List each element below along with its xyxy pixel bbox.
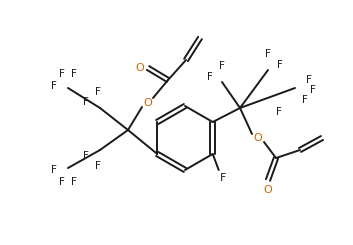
Text: F: F — [219, 61, 225, 71]
Text: F: F — [310, 85, 316, 95]
Text: F: F — [277, 60, 283, 70]
Text: O: O — [253, 133, 262, 143]
Text: F: F — [71, 69, 77, 79]
Text: F: F — [83, 151, 89, 161]
Text: O: O — [264, 185, 273, 195]
Text: F: F — [207, 72, 213, 82]
Text: F: F — [59, 69, 65, 79]
Text: F: F — [306, 75, 312, 85]
Text: O: O — [136, 63, 144, 73]
Text: F: F — [59, 177, 65, 187]
Text: F: F — [276, 107, 282, 117]
Text: F: F — [71, 177, 77, 187]
Text: O: O — [144, 98, 152, 108]
Text: F: F — [95, 87, 101, 97]
Text: F: F — [51, 165, 57, 175]
Text: F: F — [83, 97, 89, 107]
Text: F: F — [265, 49, 271, 59]
Text: F: F — [51, 81, 57, 91]
Text: F: F — [302, 95, 308, 105]
Text: F: F — [95, 161, 101, 171]
Text: F: F — [220, 173, 226, 183]
